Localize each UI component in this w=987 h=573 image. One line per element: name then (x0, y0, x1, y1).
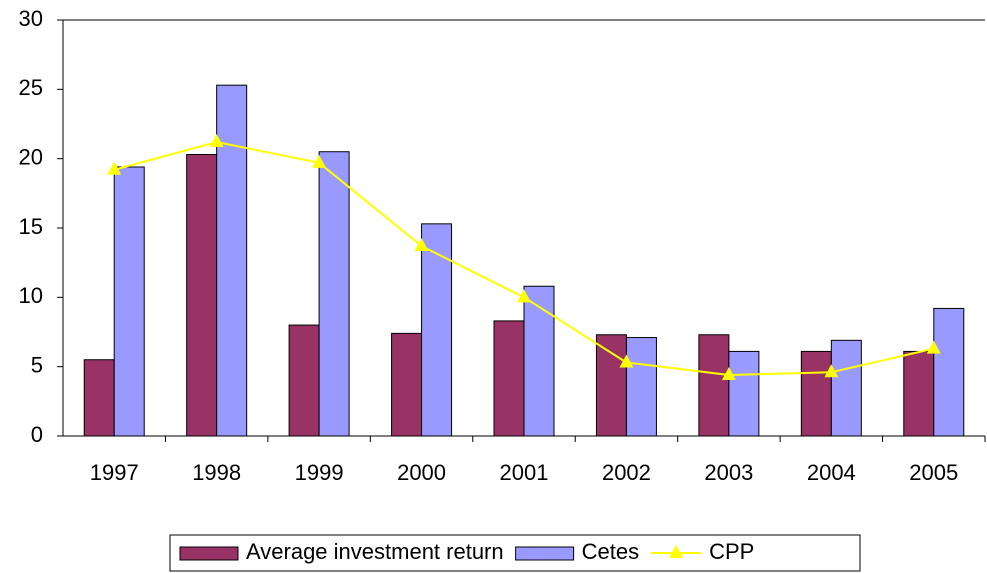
bar (625, 337, 657, 437)
bar (800, 350, 832, 437)
x-tick-label: 2004 (807, 460, 856, 485)
bar (903, 350, 935, 437)
x-tick-label: 2001 (500, 460, 549, 485)
legend-box (169, 534, 861, 572)
y-tick-label: 15 (19, 214, 43, 239)
bar (933, 307, 965, 437)
bar (595, 334, 627, 437)
line-marker (312, 154, 327, 168)
legend-label: CPP (709, 539, 754, 564)
bar (288, 324, 320, 437)
x-tick-label: 1997 (90, 460, 139, 485)
bar (523, 285, 555, 437)
bar (186, 154, 218, 437)
bar (698, 334, 730, 437)
bar (421, 223, 453, 437)
y-tick-label: 0 (31, 422, 43, 447)
line-marker (107, 161, 122, 175)
legend-label: Average investment return (246, 539, 504, 564)
x-tick-label: 2002 (602, 460, 651, 485)
bar (216, 84, 248, 437)
legend-swatch (515, 546, 575, 561)
y-tick-label: 30 (19, 6, 43, 31)
line-marker (414, 238, 429, 252)
bar (318, 151, 350, 437)
y-tick-label: 25 (19, 75, 43, 100)
line-marker (669, 545, 684, 558)
bar (830, 339, 862, 437)
legend-swatch (179, 546, 239, 561)
line-marker (824, 364, 839, 378)
y-tick-label: 5 (31, 352, 43, 377)
x-tick-label: 2005 (909, 460, 958, 485)
bar (83, 359, 115, 437)
line-marker (721, 366, 736, 380)
bar (493, 320, 525, 437)
x-tick-label: 1998 (192, 460, 241, 485)
line-marker (926, 340, 941, 354)
bar (728, 350, 760, 437)
y-tick-label: 20 (19, 144, 43, 169)
x-tick-label: 2000 (397, 460, 446, 485)
bar (113, 166, 145, 437)
line-marker (517, 289, 531, 303)
line-marker (619, 354, 634, 368)
legend-label: Cetes (582, 539, 639, 564)
y-tick-label: 10 (19, 283, 43, 308)
x-tick-label: 2003 (704, 460, 753, 485)
bar (391, 332, 423, 437)
x-tick-label: 1999 (295, 460, 344, 485)
line-marker (209, 134, 224, 148)
